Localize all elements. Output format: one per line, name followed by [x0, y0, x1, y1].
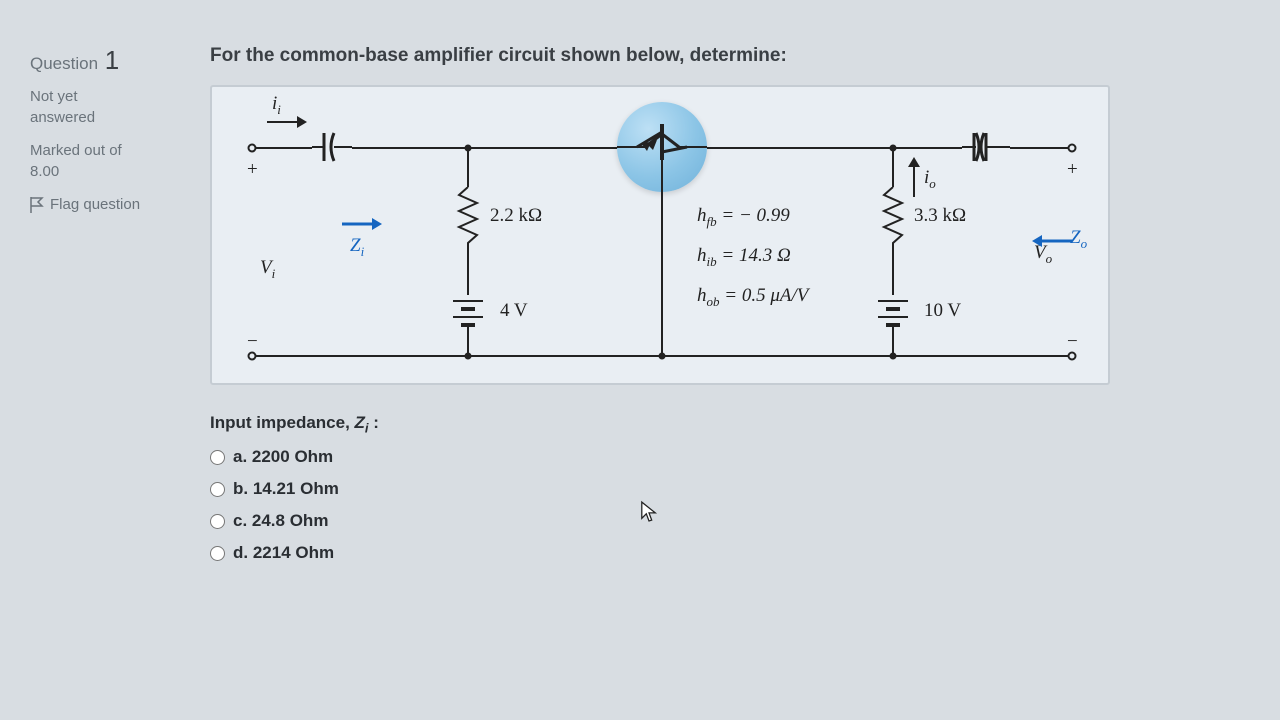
label-zo: Zo — [1070, 227, 1087, 252]
radio-c[interactable] — [210, 514, 225, 529]
label-hib: hib = 14.3 Ω — [697, 245, 791, 270]
option-a[interactable]: a. 2200 Ohm — [210, 447, 1250, 467]
label-hfb: hfb = − 0.99 — [697, 205, 790, 230]
option-d[interactable]: d. 2214 Ohm — [210, 543, 1250, 563]
label-hob: hob = 0.5 μA/V — [697, 285, 808, 310]
radio-d[interactable] — [210, 546, 225, 561]
label-io: io — [924, 167, 936, 192]
circuit-diagram: ii + − Vi Zi 2.2 kΩ 4 V hfb = − 0.99 hib… — [210, 85, 1110, 385]
question-sidebar: Question 1 Not yet answered Marked out o… — [30, 30, 190, 575]
option-c-label: c. 24.8 Ohm — [233, 511, 328, 531]
label-minus-out: − — [1067, 331, 1078, 353]
question-number-value: 1 — [105, 45, 119, 75]
option-a-label: a. 2200 Ohm — [233, 447, 333, 467]
answer-block: Input impedance, Zi : a. 2200 Ohm b. 14.… — [210, 413, 1250, 563]
option-b[interactable]: b. 14.21 Ohm — [210, 479, 1250, 499]
label-v2: 10 V — [924, 300, 961, 322]
label-ii: ii — [272, 93, 281, 118]
terminal-out-top — [1068, 144, 1077, 153]
question-body: For the common-base amplifier circuit sh… — [210, 30, 1250, 575]
label-plus-out: + — [1067, 159, 1078, 181]
question-number: Question 1 — [30, 45, 190, 76]
flag-icon — [30, 197, 44, 213]
option-b-label: b. 14.21 Ohm — [233, 479, 339, 499]
terminal-in-top — [248, 144, 257, 153]
label-r1: 2.2 kΩ — [490, 205, 542, 227]
label-plus-in: + — [247, 159, 258, 181]
radio-b[interactable] — [210, 482, 225, 497]
label-v1: 4 V — [500, 300, 528, 322]
answer-prompt: Input impedance, Zi : — [210, 413, 1250, 435]
question-stem: For the common-base amplifier circuit sh… — [210, 30, 1250, 67]
radio-a[interactable] — [210, 450, 225, 465]
option-c[interactable]: c. 24.8 Ohm — [210, 511, 1250, 531]
label-vi: Vi — [260, 257, 275, 282]
flag-label: Flag question — [50, 196, 140, 213]
label-r2: 3.3 kΩ — [914, 205, 966, 227]
label-vo: Vo — [1034, 242, 1052, 267]
label-minus-in: − — [247, 331, 258, 353]
cursor-icon — [640, 500, 658, 524]
question-label: Question — [30, 54, 98, 73]
flag-question-button[interactable]: Flag question — [30, 196, 190, 213]
marks-label: Marked out of 8.00 — [30, 140, 190, 182]
answer-status: Not yet answered — [30, 86, 190, 128]
option-d-label: d. 2214 Ohm — [233, 543, 334, 563]
label-zi: Zi — [350, 235, 364, 260]
